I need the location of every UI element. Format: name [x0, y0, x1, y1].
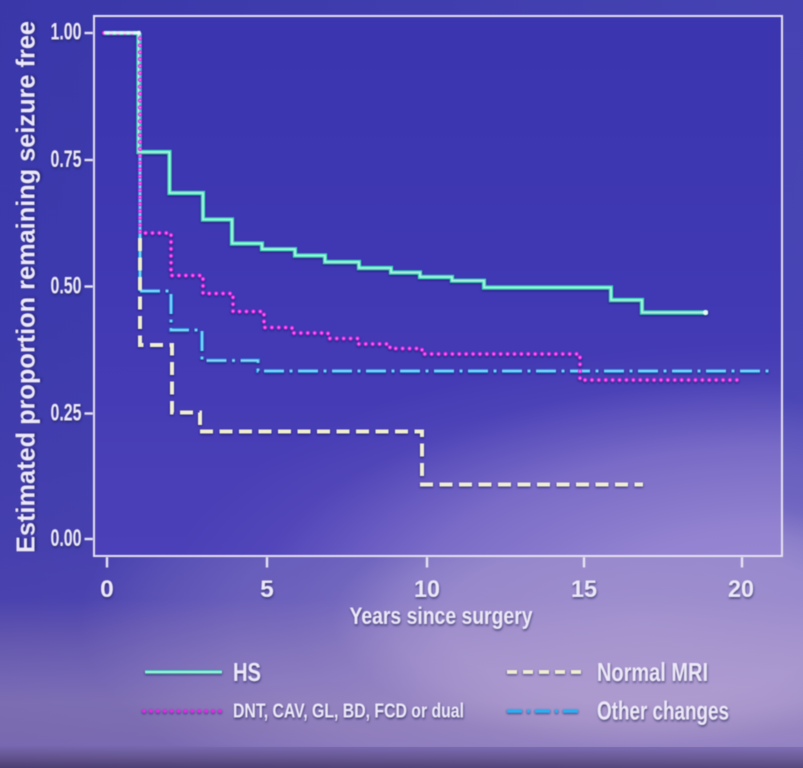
svg-text:Normal MRI: Normal MRI — [597, 657, 708, 687]
svg-text:Estimated proportion remaining: Estimated proportion remaining seizure f… — [11, 21, 41, 553]
svg-text:1.00: 1.00 — [51, 19, 82, 46]
svg-text:5: 5 — [260, 576, 274, 603]
svg-text:HS: HS — [233, 657, 261, 687]
svg-text:10: 10 — [414, 576, 440, 603]
svg-text:Other changes: Other changes — [597, 696, 729, 726]
svg-text:0.75: 0.75 — [51, 146, 82, 173]
svg-text:Years since surgery: Years since surgery — [350, 603, 533, 630]
svg-text:0.00: 0.00 — [51, 525, 82, 552]
svg-text:15: 15 — [571, 576, 597, 603]
svg-text:0.25: 0.25 — [51, 400, 82, 427]
svg-text:DNT, CAV, GL, BD, FCD or dual: DNT, CAV, GL, BD, FCD or dual — [233, 701, 464, 723]
svg-text:0: 0 — [100, 576, 114, 603]
svg-text:0.50: 0.50 — [51, 273, 82, 300]
svg-text:20: 20 — [728, 576, 754, 603]
